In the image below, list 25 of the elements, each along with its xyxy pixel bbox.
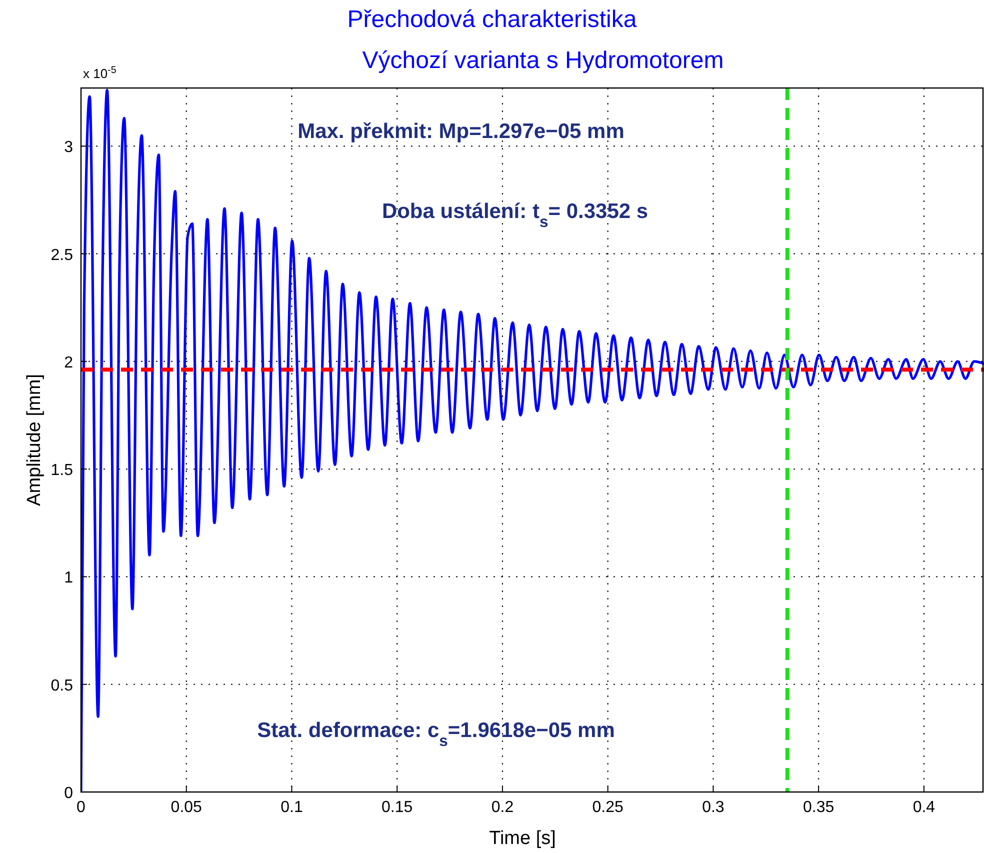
y-tick-label: 0 bbox=[64, 785, 74, 802]
x-tick-label: 0 bbox=[76, 799, 86, 816]
x-tick-label: 0.3 bbox=[702, 799, 724, 816]
y-tick-label: 2.5 bbox=[50, 246, 74, 264]
y-tick-label: 2 bbox=[64, 354, 74, 372]
x-tick-label: 0.05 bbox=[170, 799, 202, 816]
y-axis-title: Amplitude [mm] bbox=[24, 374, 45, 506]
annotation: Max. překmit: Mp=1.297e−05 mm bbox=[298, 120, 624, 143]
chart-title: Přechodová charakteristika bbox=[347, 6, 638, 33]
x-tick-label: 0.15 bbox=[382, 799, 413, 816]
y-tick-label: 1.5 bbox=[50, 462, 74, 480]
y-tick-label: 1 bbox=[64, 570, 74, 587]
annotation: Doba ustálení: t$_{s}$= 0.3352 s bbox=[382, 200, 648, 230]
x-tick-label: 0.25 bbox=[592, 799, 624, 816]
chart-subtitle: Výchozí varianta s Hydromotorem bbox=[362, 47, 724, 74]
x-tick-label: 0.2 bbox=[491, 799, 514, 816]
x-axis-title: Time [s] bbox=[489, 828, 556, 849]
text: x 10$^{-5}$ bbox=[83, 64, 117, 81]
x-tick-label: 0.1 bbox=[280, 799, 303, 816]
x-tick-label: 0.35 bbox=[803, 799, 834, 816]
y-tick-label: 0.5 bbox=[50, 677, 74, 694]
x-tick-label: 0.4 bbox=[912, 799, 936, 816]
annotation: Stat. deformace: c$_{s}$=1.9618e−05 mm bbox=[257, 719, 615, 750]
y-tick-label: 3 bbox=[64, 139, 74, 156]
line-series bbox=[81, 88, 984, 792]
